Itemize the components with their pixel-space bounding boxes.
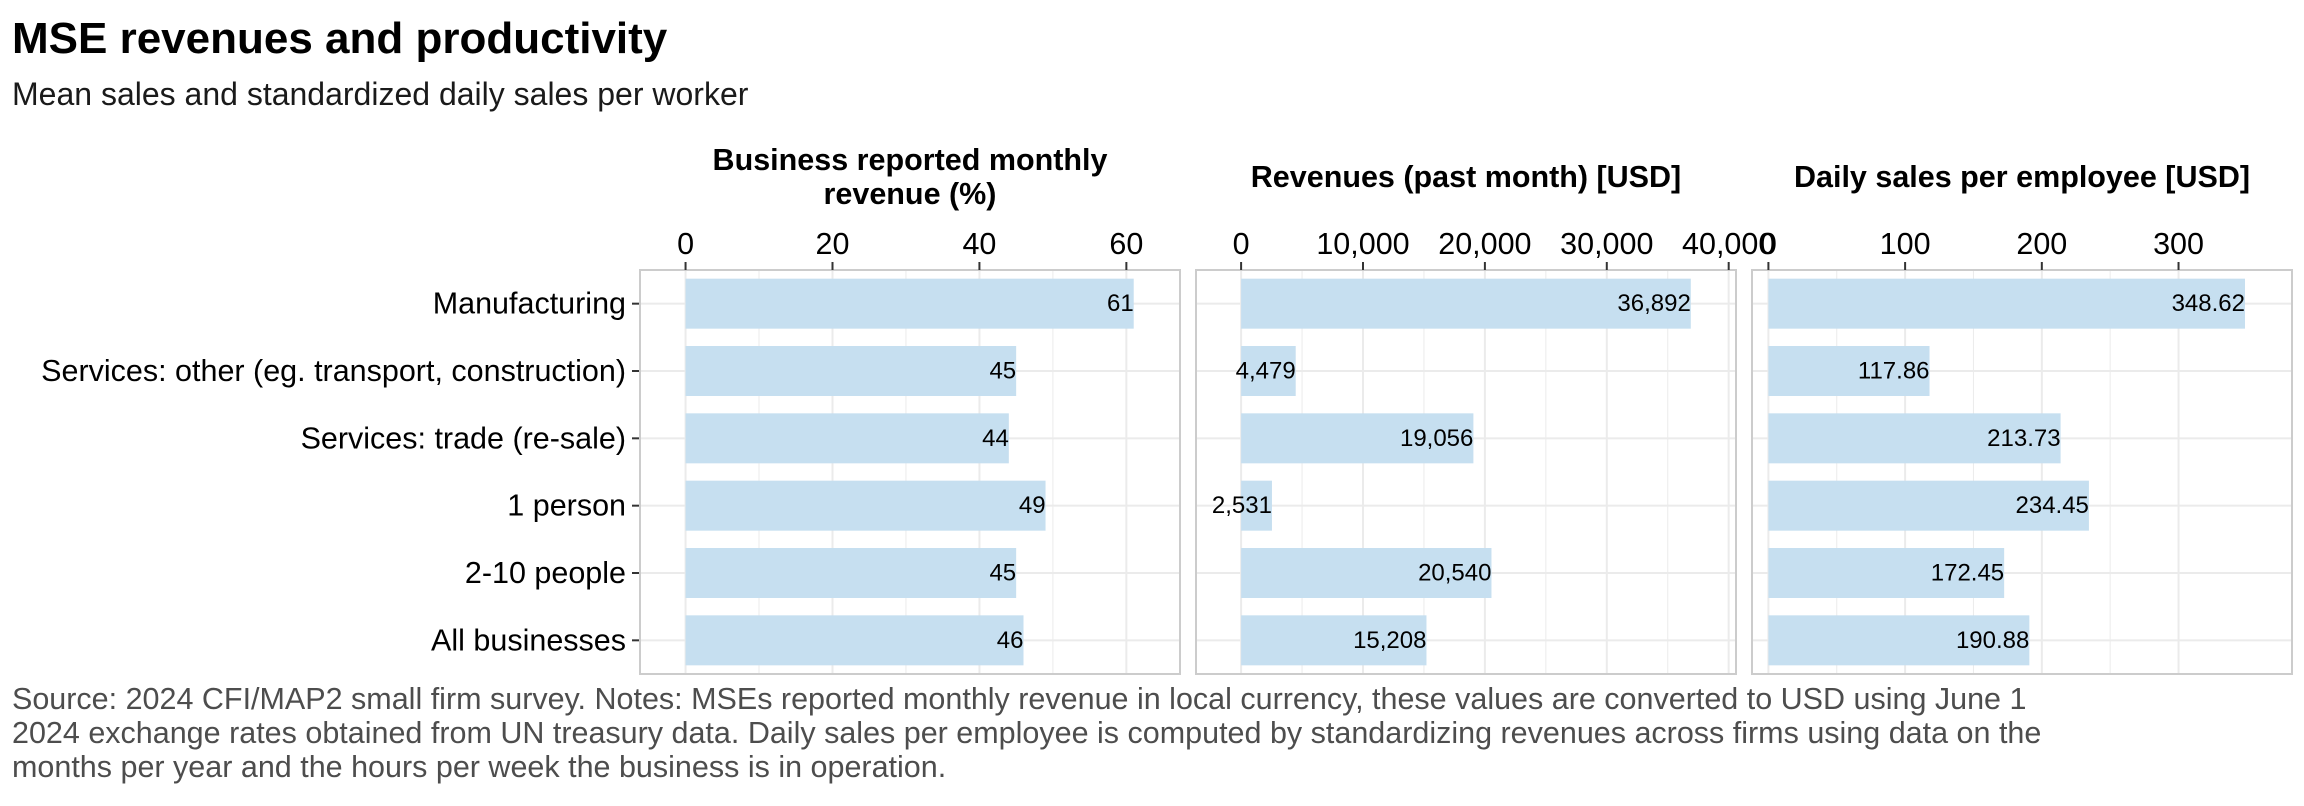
bar — [1768, 480, 2089, 531]
bar — [1768, 548, 2005, 598]
x-tick-label: 20,000 — [1438, 227, 1531, 261]
x-tick-label: 0 — [1760, 227, 1777, 261]
panel-background — [640, 270, 1180, 674]
x-tick-label: 200 — [2016, 227, 2067, 261]
chart-subtitle: Mean sales and standardized daily sales … — [12, 76, 749, 112]
x-tick-label: 0 — [677, 227, 694, 261]
y-tick-label: 1 person — [507, 489, 626, 523]
bar-value-label: 234.45 — [2016, 492, 2089, 519]
x-tick-label: 0 — [1233, 227, 1250, 261]
x-tick-label: 30,000 — [1560, 227, 1653, 261]
bar-value-label: 46 — [997, 627, 1024, 654]
panel-title: Daily sales per employee [USD] — [1794, 160, 2250, 194]
x-tick-label: 20 — [816, 227, 850, 261]
x-tick-label: 300 — [2153, 227, 2204, 261]
panel-border — [639, 269, 1181, 675]
bar — [1768, 346, 1930, 396]
bar-value-label: 19,056 — [1400, 425, 1473, 452]
bar — [685, 413, 1009, 464]
bar — [685, 346, 1017, 396]
panel-title: Revenues (past month) [USD] — [1251, 160, 1681, 194]
source-caption: Source: 2024 CFI/MAP2 small firm survey.… — [12, 682, 2292, 784]
panel-border — [1195, 269, 1737, 675]
bar-value-label: 348.62 — [2172, 290, 2245, 317]
bar — [685, 278, 1134, 329]
bar — [1768, 413, 2061, 464]
panel-background — [1752, 270, 2292, 674]
bar — [685, 548, 1017, 598]
bar — [1768, 278, 2245, 329]
panel-border — [1751, 269, 2293, 675]
bar-value-label: 2,531 — [1212, 492, 1272, 519]
bar-value-label: 44 — [982, 425, 1009, 452]
bar-value-label: 117.86 — [1858, 358, 1930, 385]
bar — [1241, 278, 1691, 329]
bar — [685, 480, 1046, 531]
caption-line-1: Source: 2024 CFI/MAP2 small firm survey.… — [12, 682, 2027, 716]
bar-value-label: 20,540 — [1418, 560, 1491, 587]
bar-value-label: 49 — [1019, 492, 1046, 519]
x-tick-label: 40 — [962, 227, 996, 261]
x-tick-label: 60 — [1109, 227, 1143, 261]
x-tick-label: 100 — [1880, 227, 1931, 261]
y-tick-label: Services: trade (re-sale) — [301, 421, 626, 455]
y-tick-label: 2-10 people — [465, 556, 626, 590]
bar-value-label: 45 — [989, 560, 1016, 587]
panel-background — [1196, 270, 1736, 674]
y-tick-label: Manufacturing — [433, 287, 626, 321]
x-tick-label: 40,000 — [1682, 227, 1775, 261]
bar — [1241, 346, 1296, 396]
bar — [1241, 480, 1272, 531]
x-tick-label: 10,000 — [1316, 227, 1409, 261]
chart-title: MSE revenues and productivity — [12, 14, 668, 63]
bar-value-label: 4,479 — [1236, 358, 1296, 385]
bar-value-label: 15,208 — [1353, 627, 1426, 654]
caption-line-2: 2024 exchange rates obtained from UN tre… — [12, 716, 2042, 750]
bar — [1768, 615, 2030, 666]
bar-value-label: 190.88 — [1956, 627, 2029, 654]
bar — [1241, 548, 1492, 598]
bar — [685, 615, 1024, 666]
bar-value-label: 45 — [989, 358, 1016, 385]
y-tick-label: All businesses — [431, 623, 626, 657]
panel-title: Business reported monthly — [713, 143, 1108, 177]
bar — [1241, 615, 1427, 666]
panel-title: revenue (%) — [824, 177, 997, 211]
y-tick-label: Services: other (eg. transport, construc… — [41, 354, 626, 388]
bar-value-label: 36,892 — [1617, 290, 1690, 317]
bar-value-label: 172.45 — [1931, 560, 2004, 587]
bar-value-label: 213.73 — [1987, 425, 2060, 452]
bar — [1241, 413, 1474, 464]
caption-line-3: months per year and the hours per week t… — [12, 750, 947, 784]
bar-value-label: 61 — [1107, 290, 1134, 317]
